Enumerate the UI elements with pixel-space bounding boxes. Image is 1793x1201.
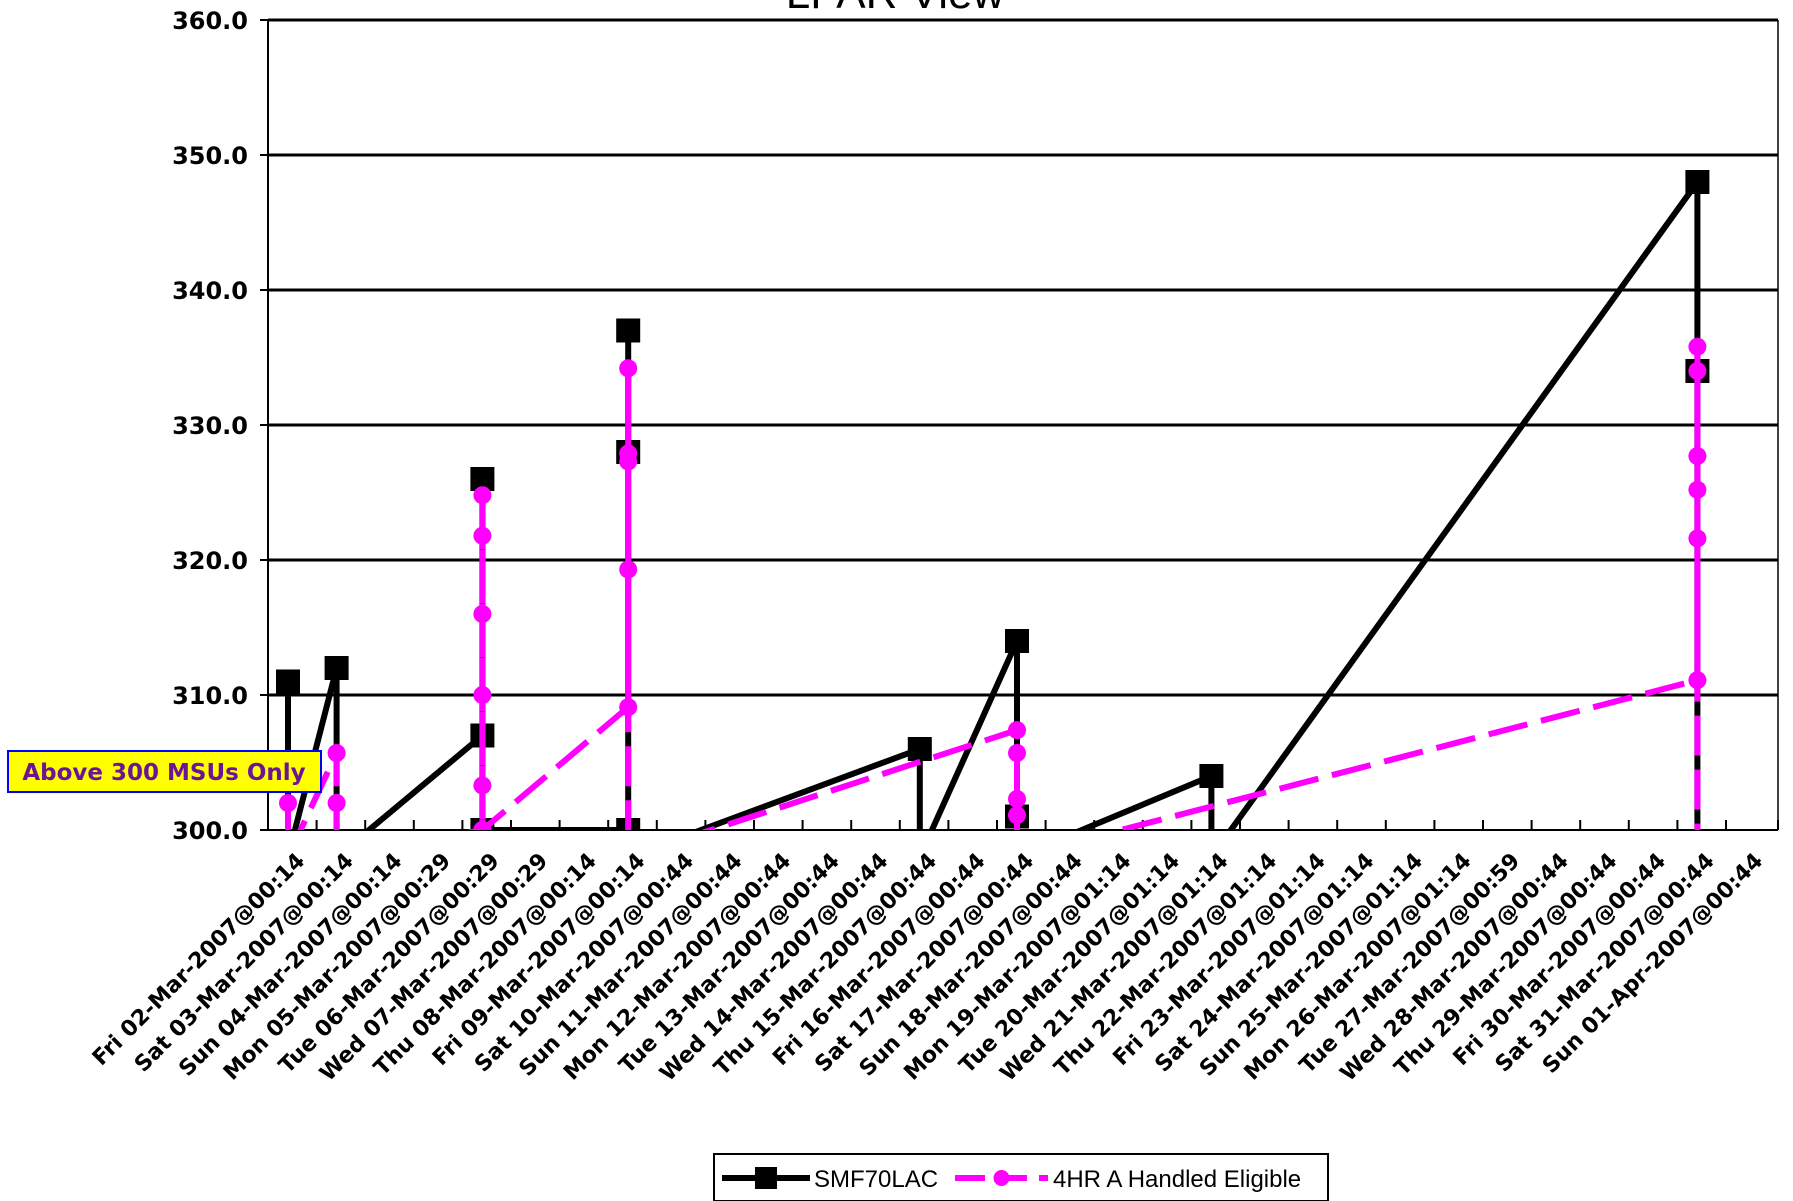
series-line bbox=[285, 172, 1701, 830]
data-point bbox=[619, 698, 638, 717]
y-tick-label: 330.0 bbox=[172, 412, 248, 440]
data-point bbox=[619, 444, 638, 463]
legend-swatch-marker bbox=[755, 1167, 777, 1189]
y-tick-label: 320.0 bbox=[172, 547, 248, 575]
data-point bbox=[1688, 671, 1707, 690]
data-point bbox=[1008, 744, 1026, 763]
data-point bbox=[619, 359, 638, 378]
gridlines bbox=[268, 18, 1778, 697]
data-point bbox=[473, 686, 492, 704]
data-point bbox=[1688, 447, 1707, 466]
y-ticks: 300.0 310.0 320.0 330.0 340.0 350.0 360.0 bbox=[172, 7, 268, 845]
legend-label: 4HR A Handled Eligible bbox=[1053, 1166, 1301, 1193]
data-point bbox=[1008, 721, 1026, 740]
data-point bbox=[1008, 806, 1026, 825]
series-line bbox=[285, 346, 1701, 830]
data-point bbox=[473, 605, 492, 623]
data-point bbox=[907, 737, 932, 761]
data-point bbox=[279, 794, 297, 812]
data-point bbox=[276, 669, 300, 694]
legend-swatch-marker bbox=[993, 1170, 1010, 1186]
data-point bbox=[473, 486, 492, 505]
series-layer bbox=[276, 170, 1710, 830]
legend-label: SMF70LAC bbox=[814, 1166, 938, 1193]
data-point bbox=[327, 744, 346, 763]
data-point bbox=[616, 318, 641, 343]
y-tick-label: 340.0 bbox=[172, 277, 248, 305]
data-point bbox=[1688, 529, 1707, 548]
y-tick-label: 310.0 bbox=[172, 682, 248, 710]
series-1 bbox=[279, 337, 1707, 830]
data-point bbox=[1005, 629, 1029, 653]
y-tick-label: 300.0 bbox=[172, 817, 248, 845]
series-0 bbox=[276, 170, 1710, 830]
data-point bbox=[473, 776, 492, 795]
y-tick-label: 360.0 bbox=[172, 7, 248, 35]
data-point bbox=[324, 656, 349, 680]
data-point bbox=[473, 821, 492, 830]
annotation-text: Above 300 MSUs Only bbox=[22, 760, 305, 786]
annotation-box bbox=[7, 750, 322, 793]
data-point bbox=[1688, 480, 1707, 499]
data-point bbox=[473, 526, 492, 545]
data-point bbox=[1008, 789, 1026, 808]
legend: SMF70LAC 4HR A Handled Eligible bbox=[713, 1153, 1329, 1201]
y-tick-label: 350.0 bbox=[172, 142, 248, 170]
data-point bbox=[1688, 337, 1707, 356]
annotation-above-300: Above 300 MSUs Only bbox=[7, 750, 322, 793]
data-point bbox=[619, 560, 638, 579]
data-point bbox=[1199, 764, 1224, 788]
data-point bbox=[327, 794, 346, 812]
data-point bbox=[1688, 362, 1707, 380]
data-point bbox=[1685, 170, 1710, 194]
chart-title: LPAR View bbox=[786, 0, 1005, 18]
